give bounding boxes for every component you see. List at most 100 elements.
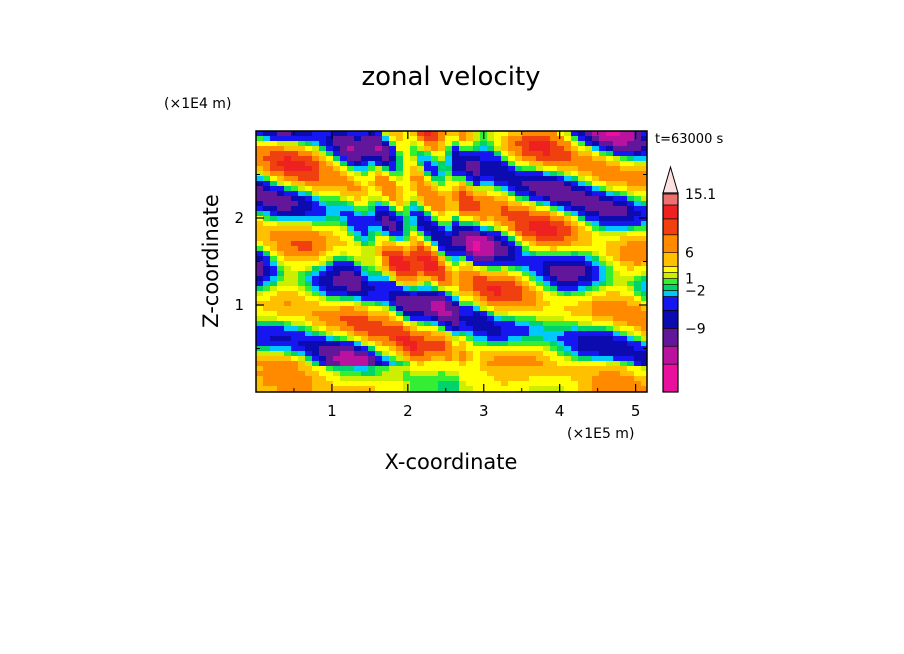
field-cell	[529, 166, 537, 172]
field-cell	[641, 131, 647, 137]
field-cell	[354, 331, 362, 337]
field-cell	[564, 291, 572, 297]
field-cell	[487, 351, 495, 357]
field-cell	[571, 146, 579, 152]
field-cell	[291, 141, 299, 147]
field-cell	[410, 306, 418, 312]
field-cell	[557, 186, 565, 192]
field-cell	[550, 286, 558, 292]
field-cell	[508, 271, 516, 277]
field-cell	[256, 266, 264, 272]
field-cell	[417, 346, 425, 352]
field-cell	[599, 276, 607, 282]
field-cell	[634, 171, 642, 177]
field-cell	[606, 156, 614, 162]
field-cell	[340, 366, 348, 372]
field-cell	[613, 321, 621, 327]
field-cell	[452, 251, 460, 257]
field-cell	[585, 376, 593, 382]
field-cell	[487, 326, 495, 332]
field-cell	[431, 221, 439, 227]
field-cell	[291, 326, 299, 332]
field-cell	[382, 186, 390, 192]
field-cell	[550, 306, 558, 312]
field-cell	[620, 301, 628, 307]
field-cell	[354, 296, 362, 302]
field-cell	[417, 241, 425, 247]
field-cell	[613, 146, 621, 152]
field-cell	[585, 371, 593, 377]
field-cell	[494, 226, 502, 232]
field-cell	[375, 141, 383, 147]
field-cell	[599, 311, 607, 317]
field-cell	[459, 251, 467, 257]
field-cell	[494, 371, 502, 377]
field-cell	[256, 171, 264, 177]
field-cell	[480, 156, 488, 162]
field-cell	[445, 176, 453, 182]
field-cell	[347, 136, 355, 142]
field-cell	[319, 291, 327, 297]
field-cell	[550, 241, 558, 247]
field-cell	[403, 166, 411, 172]
field-cell	[634, 246, 642, 252]
field-cell	[277, 271, 285, 277]
field-cell	[417, 316, 425, 322]
field-cell	[431, 306, 439, 312]
field-cell	[382, 191, 390, 197]
field-cell	[487, 286, 495, 292]
field-cell	[508, 156, 516, 162]
field-cell	[340, 331, 348, 337]
field-cell	[396, 311, 404, 317]
field-cell	[578, 206, 586, 212]
field-cell	[361, 221, 369, 227]
field-cell	[452, 256, 460, 262]
field-cell	[494, 316, 502, 322]
field-cell	[487, 266, 495, 272]
field-cell	[452, 141, 460, 147]
field-cell	[417, 331, 425, 337]
field-cell	[550, 141, 558, 147]
field-cell	[305, 301, 313, 307]
field-cell	[417, 131, 425, 137]
field-cell	[641, 176, 647, 182]
field-cell	[508, 336, 516, 342]
field-cell	[403, 246, 411, 252]
field-cell	[298, 291, 306, 297]
field-cell	[417, 286, 425, 292]
field-cell	[641, 246, 647, 252]
field-cell	[592, 231, 600, 237]
field-cell	[515, 236, 523, 242]
field-cell	[361, 141, 369, 147]
field-cell	[557, 261, 565, 267]
field-cell	[284, 331, 292, 337]
field-cell	[319, 261, 327, 267]
field-cell	[501, 191, 509, 197]
field-cell	[410, 326, 418, 332]
field-cell	[396, 196, 404, 202]
field-cell	[270, 191, 278, 197]
field-cell	[270, 291, 278, 297]
field-cell	[417, 226, 425, 232]
field-cell	[550, 366, 558, 372]
field-cell	[347, 376, 355, 382]
field-cell	[536, 386, 544, 392]
field-cell	[256, 181, 264, 187]
field-cell	[613, 156, 621, 162]
field-cell	[403, 321, 411, 327]
field-cell	[326, 211, 334, 217]
field-cell	[431, 241, 439, 247]
field-cell	[263, 191, 271, 197]
field-cell	[578, 141, 586, 147]
field-cell	[431, 226, 439, 232]
field-cell	[613, 206, 621, 212]
field-cell	[291, 241, 299, 247]
field-cell	[305, 291, 313, 297]
field-cell	[375, 251, 383, 257]
field-cell	[473, 171, 481, 177]
field-cell	[312, 206, 320, 212]
field-cell	[396, 306, 404, 312]
field-cell	[578, 261, 586, 267]
field-cell	[501, 356, 509, 362]
field-cell	[571, 141, 579, 147]
